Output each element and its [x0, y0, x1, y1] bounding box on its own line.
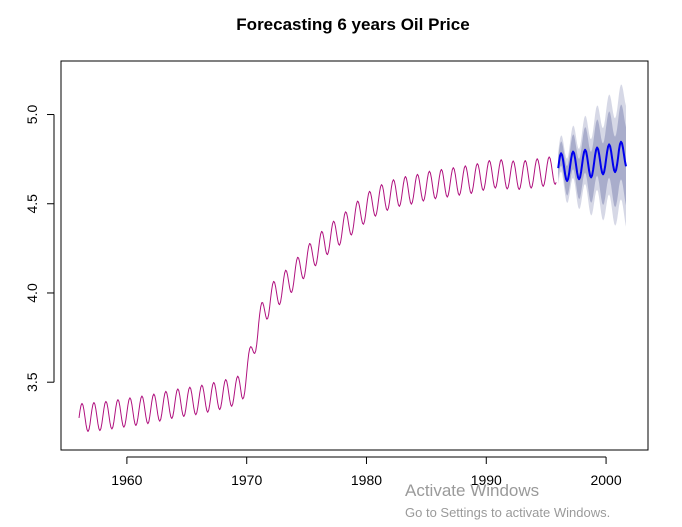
x-tick-label: 2000: [590, 472, 621, 488]
x-tick-label: 1960: [111, 472, 142, 488]
x-tick-label: 1990: [471, 472, 502, 488]
y-tick-label: 4.5: [24, 194, 40, 214]
series-lines: [78, 140, 627, 432]
x-tick-label: 1970: [231, 472, 262, 488]
interval-band-80: [558, 104, 626, 208]
history-line: [78, 156, 557, 432]
forecast-line: [557, 140, 627, 182]
watermark-subtitle: Go to Settings to activate Windows.: [405, 505, 611, 520]
y-tick-label: 5.0: [24, 105, 40, 125]
x-axis: 1960 1970 1980 1990 2000: [111, 456, 622, 488]
chart-title: Forecasting 6 years Oil Price: [236, 15, 469, 34]
prediction-intervals: [558, 84, 626, 227]
x-tick-label: 1980: [351, 472, 382, 488]
watermark-title: Activate Windows: [405, 481, 540, 500]
plot-frame: [60, 60, 649, 451]
y-tick-label: 3.5: [24, 372, 40, 392]
y-tick-label: 4.0: [24, 283, 40, 303]
y-axis: 3.5 4.0 4.5 5.0: [24, 105, 55, 392]
